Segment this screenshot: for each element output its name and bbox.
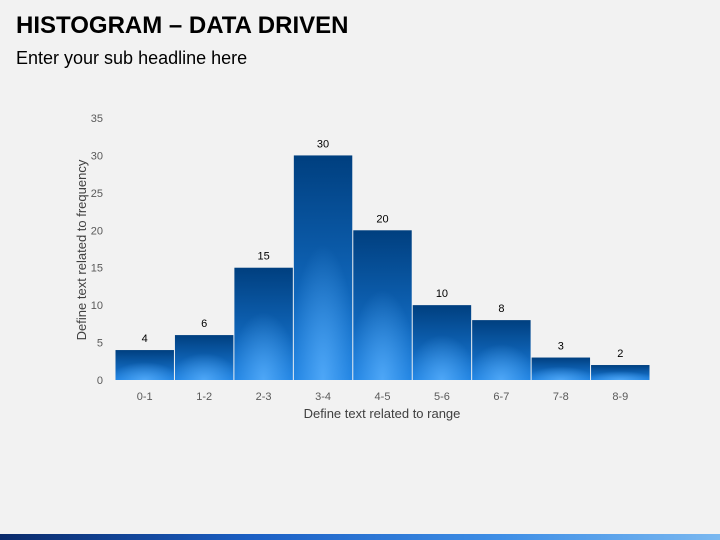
data-label: 2 bbox=[617, 348, 623, 360]
slide-subtitle: Enter your sub headline here bbox=[16, 48, 248, 68]
bar-glow bbox=[174, 335, 234, 380]
y-tick-label: 15 bbox=[91, 263, 103, 275]
histogram-chart: 0 5 10 15 20 25 30 35 4 6 15 30 20 10 8 3 2 0-1 1-2 2-3 3-… bbox=[74, 113, 650, 421]
y-tick-label: 20 bbox=[91, 225, 103, 237]
x-tick-label: 7-8 bbox=[553, 391, 569, 403]
data-label: 4 bbox=[142, 333, 148, 345]
bar-7-8 bbox=[531, 357, 591, 380]
bar-glow bbox=[412, 305, 472, 380]
y-tick-label: 10 bbox=[91, 300, 103, 312]
x-axis-ticks: 0-1 1-2 2-3 3-4 4-5 5-6 6-7 7-8 8-9 bbox=[137, 391, 628, 403]
x-tick-label: 4-5 bbox=[375, 391, 391, 403]
x-tick-label: 1-2 bbox=[196, 391, 212, 403]
x-tick-label: 5-6 bbox=[434, 391, 450, 403]
x-tick-label: 2-3 bbox=[256, 391, 272, 403]
bar-glow bbox=[293, 155, 353, 380]
y-axis-title: Define text related to frequency bbox=[74, 159, 89, 340]
data-label: 6 bbox=[201, 318, 207, 330]
bar-glow bbox=[353, 230, 412, 380]
data-label: 8 bbox=[498, 303, 504, 315]
bar-4-5 bbox=[353, 230, 412, 380]
data-label: 3 bbox=[558, 341, 564, 353]
bar-glow bbox=[591, 365, 650, 380]
bar-glow bbox=[234, 267, 293, 380]
x-axis-title: Define text related to range bbox=[304, 406, 461, 421]
y-tick-label: 35 bbox=[91, 113, 103, 125]
x-tick-label: 0-1 bbox=[137, 391, 153, 403]
data-label: 30 bbox=[317, 138, 329, 150]
y-tick-label: 30 bbox=[91, 150, 103, 162]
data-labels: 4 6 15 30 20 10 8 3 2 bbox=[142, 138, 624, 360]
bars bbox=[115, 155, 650, 380]
bar-glow bbox=[472, 320, 531, 380]
y-tick-label: 25 bbox=[91, 188, 103, 200]
bar-5-6 bbox=[412, 305, 472, 380]
y-axis-ticks: 0 5 10 15 20 25 30 35 bbox=[91, 113, 103, 387]
bar-0-1 bbox=[115, 350, 174, 380]
bar-glow bbox=[115, 350, 174, 380]
data-label: 15 bbox=[257, 251, 269, 263]
bar-8-9 bbox=[591, 365, 650, 380]
bar-6-7 bbox=[472, 320, 531, 380]
bar-1-2 bbox=[174, 335, 234, 380]
accent-bar bbox=[0, 534, 720, 540]
y-tick-label: 0 bbox=[97, 375, 103, 387]
y-tick-label: 5 bbox=[97, 338, 103, 350]
bar-2-3 bbox=[234, 267, 293, 380]
slide-title: HISTOGRAM – DATA DRIVEN bbox=[16, 12, 349, 39]
data-label: 20 bbox=[376, 213, 388, 225]
x-tick-label: 3-4 bbox=[315, 391, 331, 403]
bar-glow bbox=[531, 357, 591, 380]
x-tick-label: 8-9 bbox=[612, 391, 628, 403]
data-label: 10 bbox=[436, 288, 448, 300]
x-tick-label: 6-7 bbox=[493, 391, 509, 403]
bar-3-4 bbox=[293, 155, 353, 380]
